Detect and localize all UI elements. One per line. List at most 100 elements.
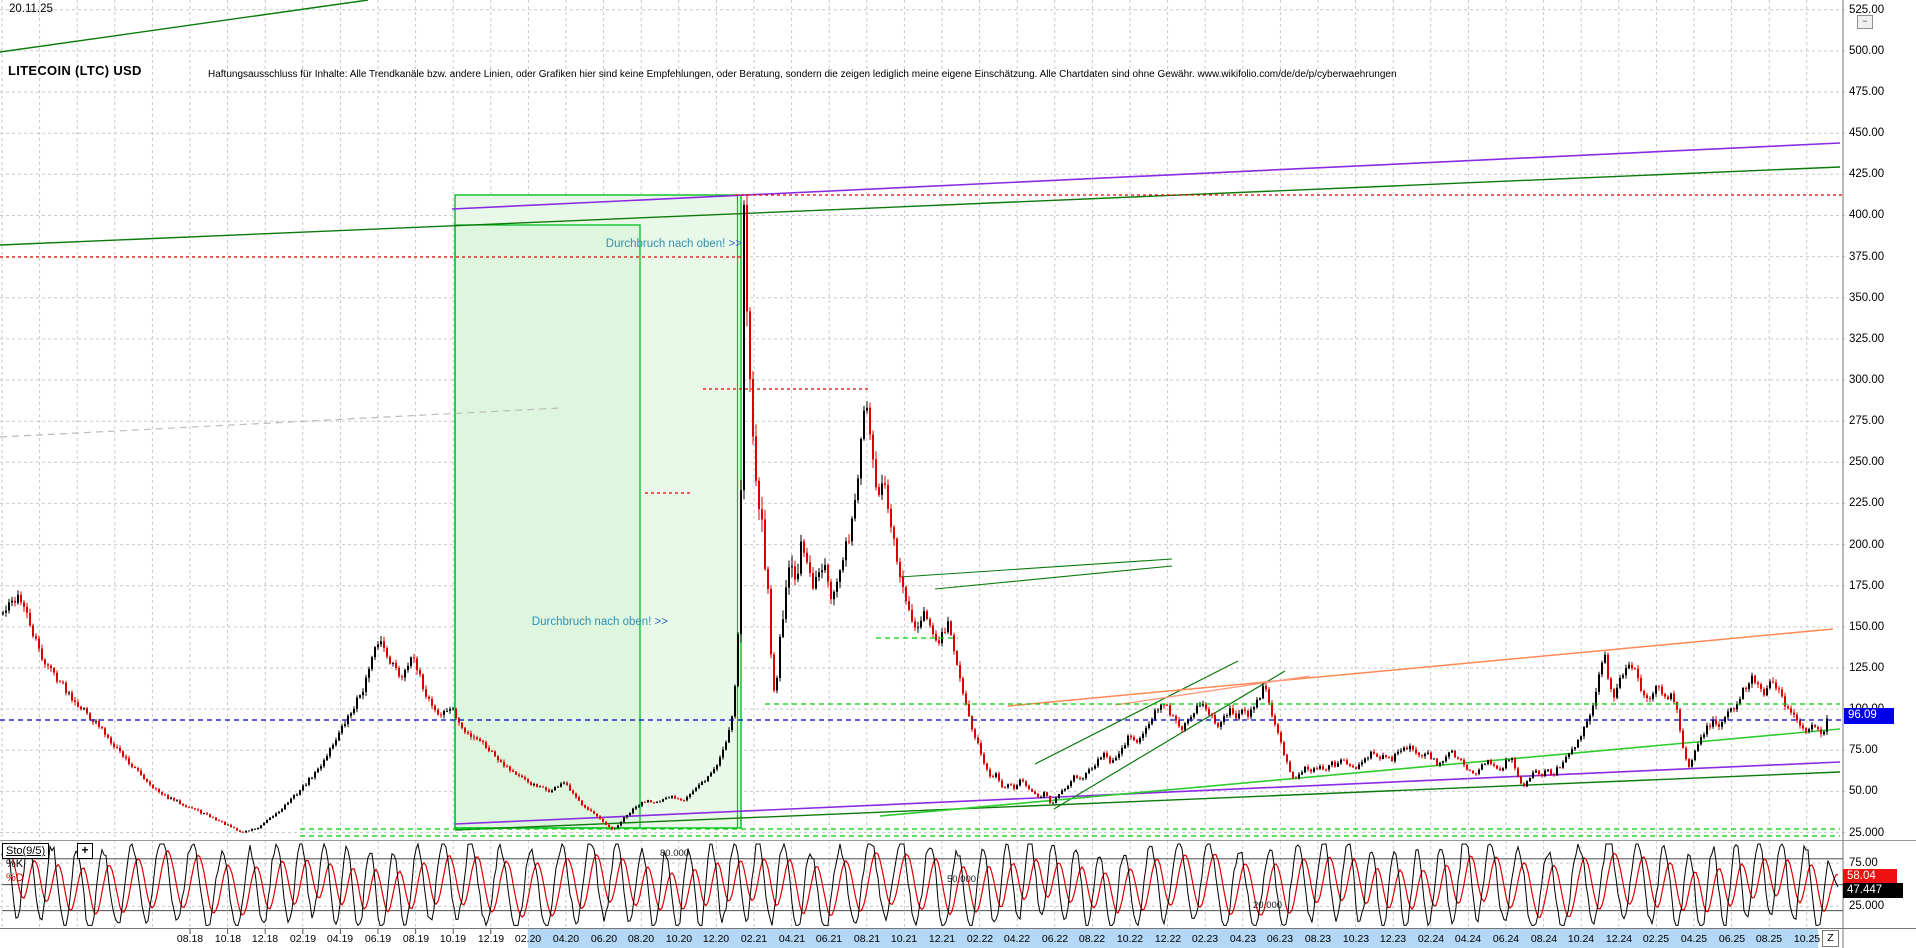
candles-up	[2, 204, 1828, 833]
trendline	[1007, 628, 1834, 707]
date-axis-label: 04.24	[1454, 933, 1482, 945]
price-axis-label: 375.00	[1849, 251, 1885, 263]
trendline	[1034, 660, 1239, 765]
price-axis-label: 500.00	[1849, 45, 1885, 57]
price-axis-label: 175.00	[1849, 580, 1885, 592]
trendline	[899, 558, 1173, 578]
date-axis-label: 02.20	[514, 933, 542, 945]
date-axis-label: 08.21	[853, 933, 881, 945]
price-axis-label: 300.00	[1849, 374, 1885, 386]
trendline	[934, 565, 1173, 590]
date-axis-label: 08.24	[1530, 933, 1558, 945]
price-axis-label: 150.00	[1849, 621, 1885, 633]
date-axis-label: 04.25	[1680, 933, 1708, 945]
price-axis-label: 525.00	[1849, 4, 1885, 16]
breakout-box-outer	[454, 194, 742, 829]
trendline	[0, 407, 561, 438]
stochastic-d-label: %D	[6, 872, 24, 884]
date-axis-label: 06.24	[1492, 933, 1520, 945]
breakout-box-inner	[454, 224, 641, 829]
date-axis-label: 08.18	[176, 933, 204, 945]
date-axis-label: 10.23	[1342, 933, 1370, 945]
stochastic-d-badge: 58.04	[1843, 869, 1897, 883]
date-axis-label: 06.22	[1041, 933, 1069, 945]
trendline	[0, 166, 1841, 246]
date-axis-label: 06.23	[1266, 933, 1294, 945]
stochastic-indicator-link[interactable]: Sto(9/5)	[2, 843, 50, 859]
price-axis-label: 25.000	[1849, 827, 1885, 839]
stochastic-axis-label: 75.00	[1849, 857, 1878, 869]
date-axis-label: 12.18	[251, 933, 279, 945]
date-axis-label: 12.20	[702, 933, 730, 945]
breakout-annotation: Durchbruch nach oben! >>	[531, 616, 668, 628]
date-axis-label: 12.24	[1605, 933, 1633, 945]
trendline	[451, 142, 1841, 210]
date-axis-label: 12.21	[928, 933, 956, 945]
date-axis-label: 06.20	[590, 933, 618, 945]
candle-wicks-up	[2, 200, 1828, 834]
price-axis-label: 75.00	[1849, 744, 1878, 756]
date-axis-label: 10.25	[1793, 933, 1821, 945]
date-axis-label: 06.25	[1718, 933, 1746, 945]
price-axis-label: 400.00	[1849, 209, 1885, 221]
date-axis-label: 04.20	[552, 933, 580, 945]
trendline	[454, 771, 1841, 831]
price-axis-label: 350.00	[1849, 292, 1885, 304]
last-price-badge: 96.09	[1844, 708, 1894, 724]
date-axis-label: 10.21	[890, 933, 918, 945]
breakout-annotation: Durchbruch nach oben! >>	[605, 238, 742, 250]
date-axis-label: 02.23	[1191, 933, 1219, 945]
date-axis-label: 06.19	[364, 933, 392, 945]
date-axis-label: 12.23	[1379, 933, 1407, 945]
stochastic-k-label: %K	[6, 858, 24, 870]
date-axis-label: 06.21	[815, 933, 843, 945]
date-axis-label: 08.19	[402, 933, 430, 945]
stochastic-k-badge: 47.447	[1843, 883, 1903, 898]
price-axis-label: 475.00	[1849, 86, 1885, 98]
scroll-to-end-button[interactable]: Z	[1822, 930, 1839, 947]
date-axis-highlight	[528, 929, 1818, 948]
date-axis-label: 10.19	[439, 933, 467, 945]
date-axis-label: 02.19	[289, 933, 317, 945]
add-indicator-button[interactable]: +	[77, 843, 93, 859]
date-axis-label: 02.22	[966, 933, 994, 945]
stochastic-d-line	[1, 847, 1839, 918]
date-axis-label: 04.22	[1003, 933, 1031, 945]
date-axis-label: 04.21	[778, 933, 806, 945]
date-axis-label: 08.20	[627, 933, 655, 945]
stochastic-level-label: 80.000	[660, 848, 690, 859]
price-axis-label: 225.00	[1849, 497, 1885, 509]
price-axis-label: 125.00	[1849, 662, 1885, 674]
date-axis-label: 02.25	[1642, 933, 1670, 945]
price-axis-label: 425.00	[1849, 168, 1885, 180]
date-axis-label: 10.20	[665, 933, 693, 945]
price-axis-label: 200.00	[1849, 539, 1885, 551]
trendline	[1114, 675, 1311, 706]
stochastic-k-line	[1, 842, 1839, 928]
stochastic-level-label: 20.000	[1253, 900, 1283, 911]
date-axis-label: 10.24	[1567, 933, 1595, 945]
price-axis-label: 250.00	[1849, 456, 1885, 468]
trendline	[0, 0, 369, 53]
disclaimer-text: Haftungsausschluss für Inhalte: Alle Tre…	[208, 69, 1397, 80]
stochastic-axis-label: 25.000	[1849, 900, 1885, 912]
date-axis-label: 02.21	[740, 933, 768, 945]
date-axis-label: 04.19	[326, 933, 354, 945]
date-axis-label: 08.23	[1304, 933, 1332, 945]
price-axis-label: 450.00	[1849, 127, 1885, 139]
collapse-icon[interactable]: −	[1857, 15, 1873, 29]
stochastic-level-label: 50.000	[947, 874, 977, 885]
price-axis-label: 325.00	[1849, 333, 1885, 345]
trendline	[879, 728, 1841, 817]
price-axis-label: 275.00	[1849, 415, 1885, 427]
chart-date-stamp: 20.11.25	[9, 3, 53, 15]
date-axis-label: 10.18	[214, 933, 242, 945]
candle-wicks-down	[14, 194, 1822, 833]
date-axis-label: 02.24	[1417, 933, 1445, 945]
candles-down	[14, 204, 1822, 833]
date-axis-label: 12.22	[1154, 933, 1182, 945]
instrument-title: LITECOIN (LTC) USD	[8, 63, 142, 78]
price-axis-label: 50.00	[1849, 785, 1878, 797]
